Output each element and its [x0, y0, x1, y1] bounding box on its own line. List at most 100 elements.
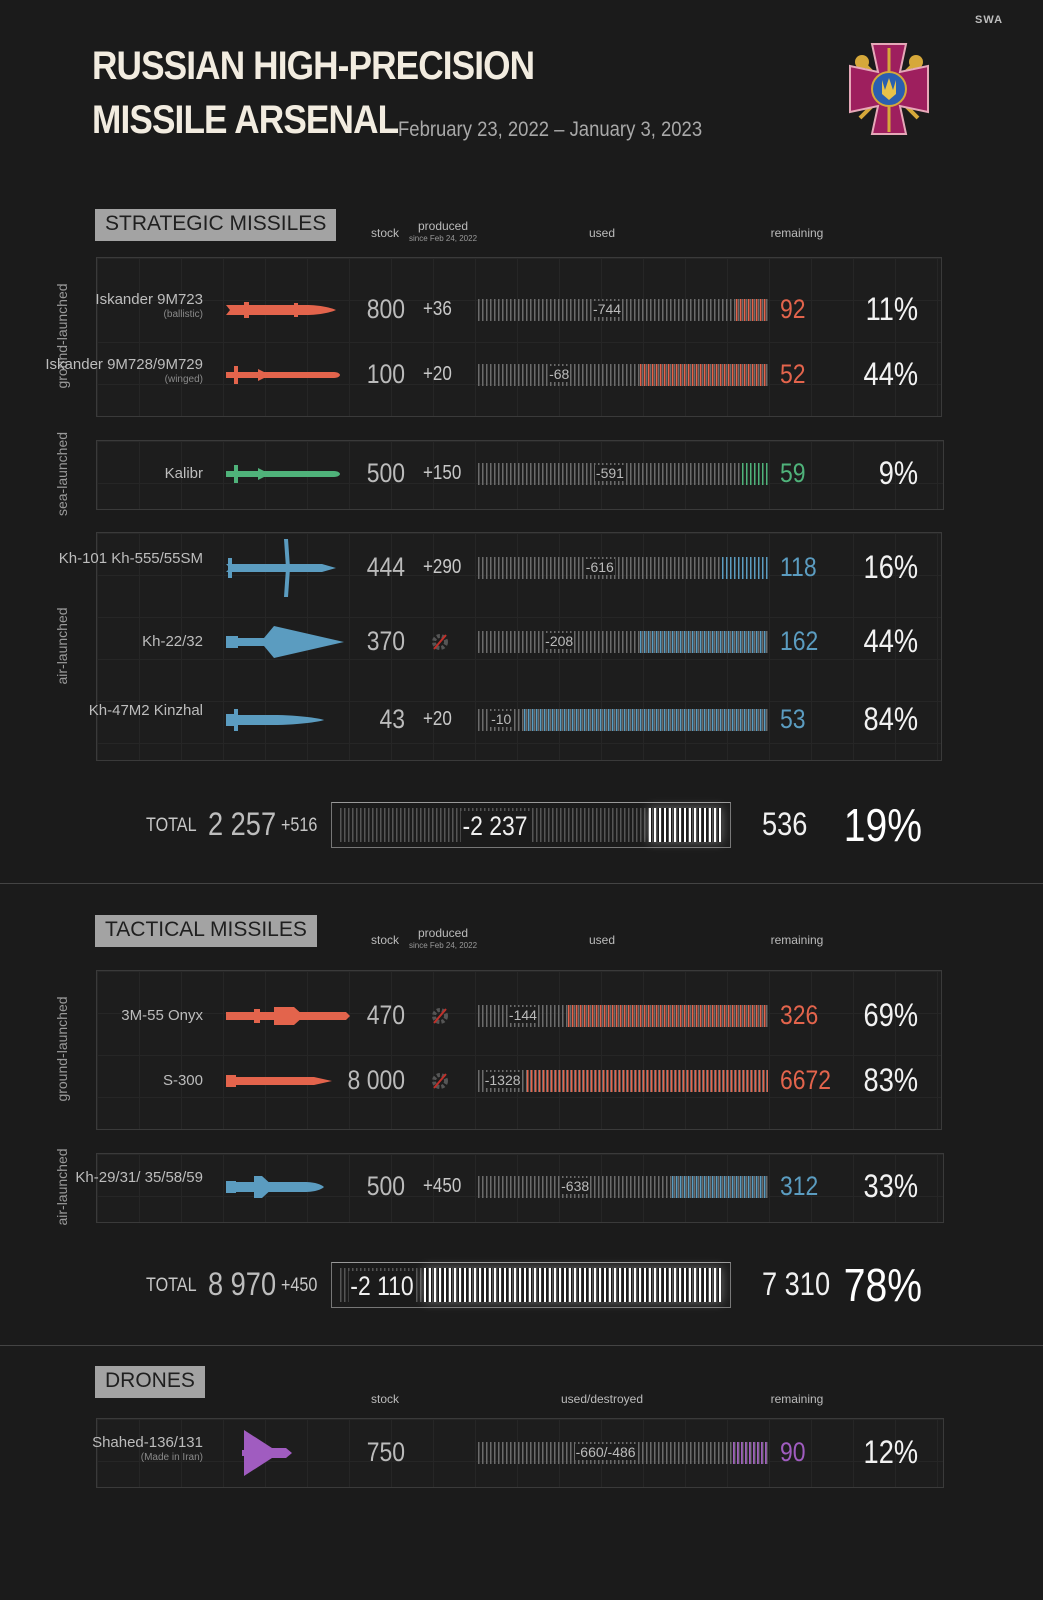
- group-label: air-launched: [54, 1148, 70, 1226]
- row-name: Kh-101 Kh-555/55SM: [33, 549, 203, 568]
- column-header-stock: stock: [370, 933, 399, 947]
- usage-bar: -660/-486: [478, 1442, 768, 1464]
- gear-crossed-icon: [430, 632, 450, 652]
- used-value: -744: [592, 301, 623, 317]
- used-value: -660/-486: [574, 1444, 637, 1460]
- section-divider: [0, 883, 1043, 884]
- produced-value: +150: [423, 462, 462, 484]
- row-name-text: Iskander 9M728/9M729: [45, 356, 203, 373]
- remaining-bar-fill: [567, 1005, 768, 1027]
- used-value: -10: [490, 711, 513, 727]
- usage-bar: -208: [478, 631, 768, 653]
- row-name-text: Kalibr: [164, 465, 203, 482]
- total-bar: -2 110: [331, 1262, 731, 1308]
- produced-value: +450: [423, 1175, 462, 1197]
- row-name: Kh-29/31/ 35/58/59: [33, 1168, 203, 1187]
- remaining-bar-fill: [733, 1442, 768, 1464]
- total-remaining-fill: [424, 1268, 722, 1302]
- watermark: SWA: [975, 14, 1004, 26]
- row-name: Iskander 9M728/9M729 (winged): [33, 355, 203, 386]
- column-header-stock: stock: [370, 1392, 399, 1406]
- section-title: TACTICAL MISSILES: [95, 915, 317, 947]
- total-label: TOTAL: [146, 1275, 197, 1296]
- remaining-value: 92: [780, 294, 806, 324]
- cruise-missile-icon: [226, 366, 340, 384]
- total-remaining: 7 310: [762, 1266, 831, 1302]
- anti-ship-missile-icon: [226, 1007, 350, 1025]
- used-value: -68: [548, 366, 571, 382]
- title-line-1: RUSSIAN HIGH-PRECISION: [92, 44, 535, 88]
- remaining-value: 162: [780, 626, 819, 656]
- section-title: DRONES: [95, 1366, 205, 1398]
- section-divider: [0, 1345, 1043, 1346]
- usage-bar: -10: [478, 709, 768, 731]
- row-note: (Made in Iran): [140, 1452, 203, 1463]
- section-title: STRATEGIC MISSILES: [95, 209, 337, 241]
- row-name-text: Kh-101 Kh-555/55SM: [58, 550, 203, 567]
- usage-bar: -638: [478, 1176, 768, 1198]
- total-stock: 2 257: [208, 806, 277, 842]
- remaining-percent: 16%: [863, 549, 918, 585]
- column-header-used: used/destroyed: [560, 1392, 644, 1406]
- stock-value: 43: [379, 704, 405, 734]
- row-name-text: Shahed-136/131: [92, 1434, 203, 1451]
- group-label: ground-launched: [54, 996, 70, 1102]
- total-bar-track: -2 237: [340, 808, 722, 842]
- gear-crossed-icon: [430, 1071, 450, 1091]
- total-used-value: -2 237: [460, 811, 529, 842]
- used-value: -1328: [483, 1072, 522, 1088]
- row-name: Kh-22/32: [33, 632, 203, 651]
- usage-bar: -144: [478, 1005, 768, 1027]
- total-stock: 8 970: [208, 1266, 277, 1302]
- stock-value: 750: [366, 1437, 405, 1467]
- total-bar: -2 237: [331, 802, 731, 848]
- stock-value: 800: [366, 294, 405, 324]
- remaining-percent: 44%: [863, 623, 918, 659]
- remaining-percent: 9%: [878, 455, 918, 491]
- column-header-remaining: remaining: [770, 1392, 824, 1406]
- group-label: ground-launched: [54, 283, 70, 389]
- row-name: S-300: [33, 1071, 203, 1090]
- usage-bar: -68: [478, 364, 768, 386]
- total-percent: 78%: [843, 1259, 922, 1311]
- used-value: -144: [507, 1007, 538, 1023]
- remaining-percent: 12%: [863, 1434, 918, 1470]
- sam-missile-icon: [226, 1075, 332, 1087]
- usage-bar: -744: [478, 299, 768, 321]
- total-remaining: 536: [762, 806, 808, 842]
- remaining-value: 6672: [780, 1065, 832, 1095]
- used-value: -638: [560, 1178, 591, 1194]
- row-name-text: Kh-29/31/ 35/58/59: [75, 1169, 203, 1186]
- ballistic-missile-icon: [226, 302, 336, 318]
- used-value: -591: [594, 465, 625, 481]
- winged-cruise-missile-icon: [226, 539, 336, 597]
- air-to-surface-missile-icon: [226, 1176, 324, 1198]
- total-label: TOTAL: [146, 815, 197, 836]
- delta-drone-icon: [242, 1430, 292, 1476]
- total-remaining-fill: [649, 808, 722, 842]
- total-produced: +516: [281, 815, 318, 836]
- date-range: February 23, 2022 – January 3, 2023: [398, 118, 703, 141]
- column-header-produced: produced: [417, 219, 469, 233]
- total-used-value: -2 110: [348, 1271, 416, 1302]
- remaining-percent: 44%: [863, 356, 918, 392]
- title-line-2: MISSILE ARSENAL: [92, 98, 399, 142]
- total-bar-track: -2 110: [340, 1268, 722, 1302]
- stock-value: 8 000: [347, 1065, 405, 1095]
- produced-value: +290: [423, 556, 462, 578]
- remaining-value: 59: [780, 458, 806, 488]
- row-name: 3M-55 Onyx: [33, 1006, 203, 1025]
- remaining-percent: 11%: [865, 291, 918, 327]
- usage-bar: -1328: [478, 1070, 768, 1092]
- remaining-bar-fill: [721, 557, 768, 579]
- stock-value: 470: [366, 1000, 405, 1030]
- row-note: (winged): [164, 374, 203, 385]
- row-name: Shahed-136/131 (Made in Iran): [33, 1433, 203, 1464]
- remaining-bar-fill: [741, 463, 768, 485]
- column-header-used: used: [588, 226, 616, 240]
- remaining-bar-fill: [672, 1176, 768, 1198]
- produced-value: +20: [423, 708, 452, 730]
- remaining-percent: 33%: [863, 1168, 918, 1204]
- column-header-remaining: remaining: [770, 933, 824, 947]
- stock-value: 500: [366, 1171, 405, 1201]
